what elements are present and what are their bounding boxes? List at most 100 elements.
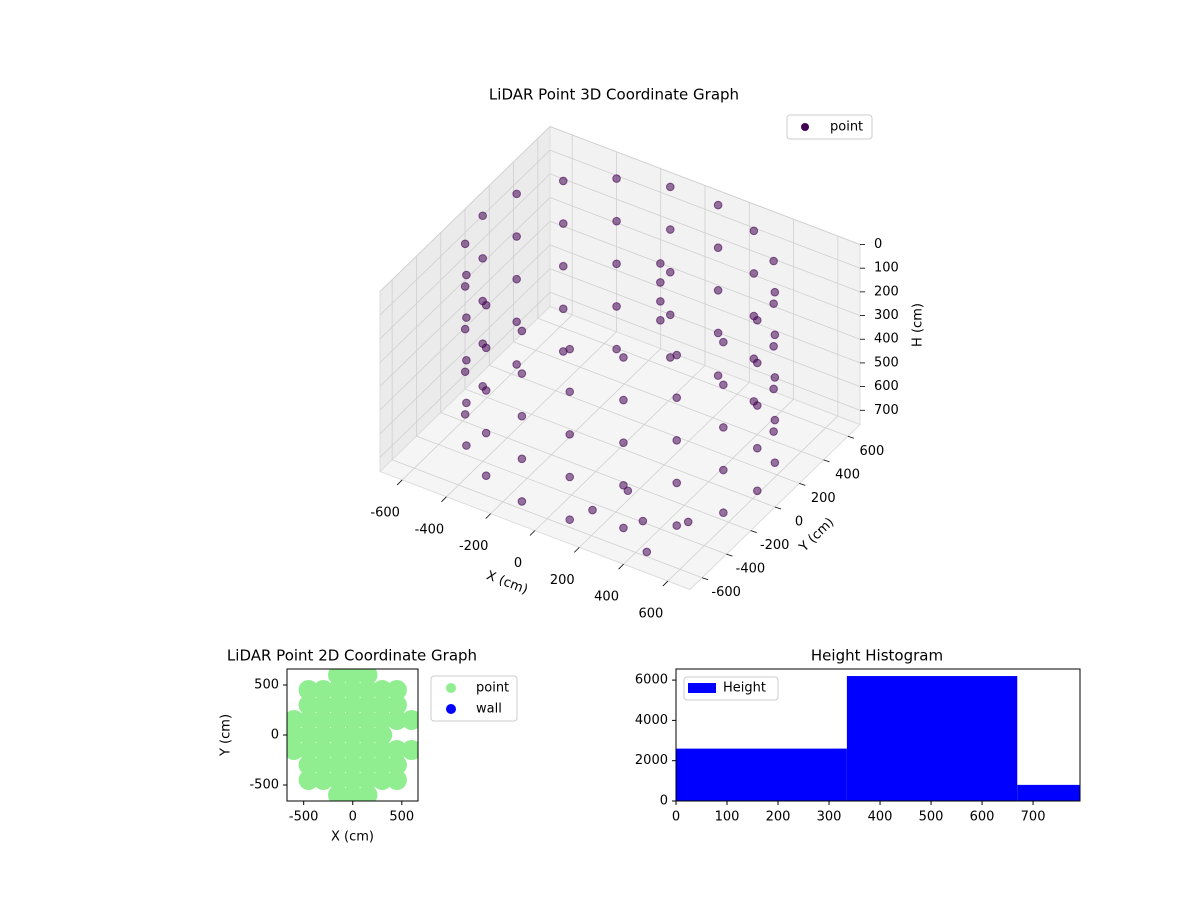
point [328,755,349,775]
grid-line [379,173,551,340]
point [638,516,648,526]
point [769,427,778,436]
point [313,755,334,775]
point [588,505,597,515]
tick-mark [823,459,830,463]
point [749,397,759,406]
point [287,725,304,745]
point [313,680,334,700]
point [313,770,334,790]
point [357,695,378,715]
point [357,755,378,775]
legend-box [786,114,873,140]
x-tick-label: -500 [289,810,319,825]
point [460,239,470,249]
point [357,740,378,760]
point [298,725,319,745]
point [770,415,780,425]
point [313,725,334,745]
point [517,326,527,336]
point [512,360,521,369]
point [386,755,407,775]
point [517,369,527,378]
point [372,680,393,700]
grid-line [379,126,551,292]
point [752,443,762,453]
point [769,384,778,394]
axes-frame [675,668,1081,802]
point [328,725,349,745]
z-tick-label: 600 [874,379,899,394]
point [665,225,675,234]
point [478,381,488,391]
point [460,282,470,291]
z-tick-label: 100 [874,261,899,276]
point [619,395,628,405]
y-tick-label: -400 [736,562,766,577]
point [372,695,393,715]
grid-line [379,220,551,387]
point [298,740,319,760]
point [328,740,349,760]
tick-mark [574,547,580,553]
point [462,270,471,280]
tick-mark [799,483,806,486]
point [478,296,488,306]
point [642,547,652,557]
point [558,219,568,228]
legend-label: Height [723,681,766,696]
plot-area [287,669,418,801]
point [719,337,728,347]
point [386,770,407,790]
grid-line [549,244,861,364]
point [481,471,491,480]
grid-line [549,291,861,411]
point [612,259,621,269]
grid-line [464,388,776,508]
point [342,740,363,760]
grid-line [549,197,861,316]
legend-marker [446,704,456,714]
point [769,341,778,351]
x-tick-label: 300 [817,810,842,825]
x-tick-label: 400 [868,810,893,825]
point [512,189,521,199]
point [386,740,407,760]
point [719,380,728,390]
point [342,710,363,730]
legend-marker [446,683,456,693]
point [298,680,319,700]
point [665,267,675,277]
point [357,669,378,685]
y-tick-label: -600 [711,585,741,600]
grid-line [440,412,751,531]
point [478,211,488,221]
point [713,371,723,380]
point [462,398,471,408]
x-tick-label: -200 [459,539,489,554]
y-tick-label: 2000 [635,753,668,768]
point [713,200,723,210]
point [328,695,349,715]
point [342,725,363,745]
tick-mark [662,580,669,587]
y-tick-label: -200 [760,538,790,553]
grid-line [549,268,861,387]
point [770,330,780,340]
point [665,310,675,320]
legend-label: wall [476,702,502,717]
point [719,465,728,475]
point [672,521,682,530]
point [565,387,575,397]
point [665,182,675,192]
x-tick-label: 200 [766,810,791,825]
point [372,755,393,775]
x-axis-label: X (cm) [331,830,374,845]
bar [846,676,1018,801]
point [328,680,349,700]
grid-line [549,220,861,340]
point [770,287,780,297]
grid-line [379,268,551,434]
point [357,725,378,745]
